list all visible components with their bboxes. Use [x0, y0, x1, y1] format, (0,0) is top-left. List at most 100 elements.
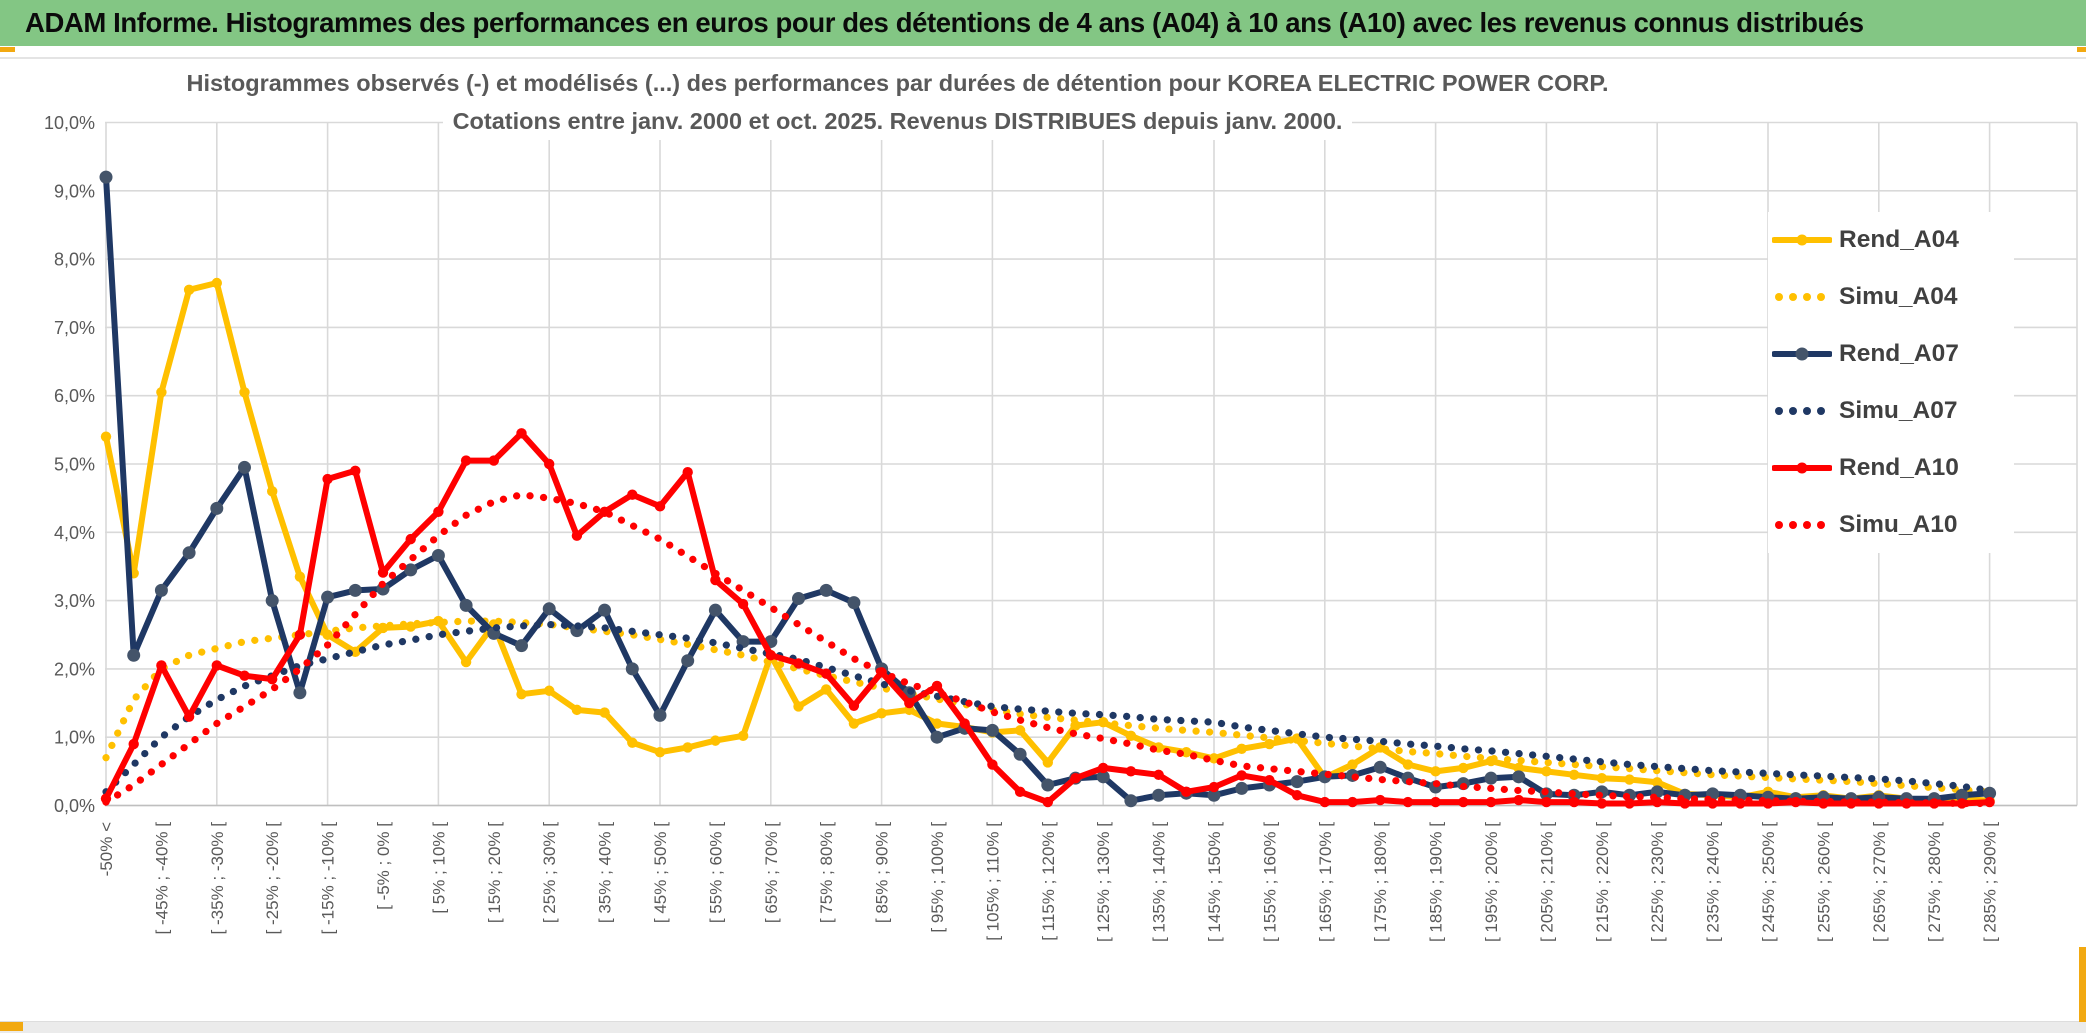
legend-label: Simu_A10 — [1839, 511, 1958, 538]
data-point — [1264, 738, 1275, 750]
x-tick-label: [ 145% ; 150% [ — [1205, 822, 1224, 942]
data-point — [1096, 770, 1110, 784]
data-point — [1984, 796, 1995, 808]
x-tick-label: [ 275% ; 280% [ — [1925, 822, 1944, 942]
series-Rend_A10 — [100, 428, 1995, 809]
data-point — [100, 431, 112, 442]
legend-item-rend-a04: Rend_A04 — [1771, 222, 2010, 258]
x-tick-label: [ -25% ; -20% [ — [263, 822, 282, 935]
data-point — [433, 506, 444, 518]
data-point — [1402, 759, 1414, 770]
data-point — [348, 583, 362, 597]
data-point — [1845, 798, 1857, 809]
y-axis-labels: 0,0% 1,0% 2,0% 3,0% 4,0% 5,0% 6,0% 7,0% 8,0% 9,0%… — [44, 113, 95, 816]
gold-accent-top-right — [2077, 47, 2086, 52]
legend-label: Simu_A07 — [1839, 397, 1958, 424]
data-point — [598, 603, 612, 617]
header-bar: ADAM Informe. Histogrammes des performan… — [0, 0, 2086, 46]
data-point — [128, 738, 139, 750]
legend-line-sample-simu-a10-icon — [1772, 517, 1832, 533]
x-tick-label: [ -45% ; -40% [ — [152, 822, 171, 935]
chart-title: Histogrammes observés (-) et modélisés (… — [105, 64, 1690, 140]
data-point — [1235, 781, 1249, 795]
data-point — [682, 466, 693, 478]
data-point — [931, 680, 943, 692]
data-point — [931, 718, 943, 729]
data-point — [1181, 786, 1192, 798]
header-divider — [0, 57, 2086, 59]
data-point — [1291, 790, 1303, 801]
data-point — [959, 718, 970, 729]
data-point — [154, 583, 168, 597]
legend-line-sample-rend-a10-icon — [1771, 460, 1833, 476]
data-point — [987, 759, 998, 770]
data-point — [1818, 798, 1829, 809]
legend: Rend_A04 Simu_A04 Rend_A07 Simu_A07 Rend… — [1768, 212, 2014, 553]
chart-title-line2: Cotations entre janv. 2000 et oct. 2025.… — [442, 102, 1353, 140]
data-point — [267, 486, 278, 497]
data-point — [847, 596, 861, 610]
chart-title-line1: Histogrammes observés (-) et modélisés (… — [176, 64, 1619, 102]
data-point — [1290, 775, 1304, 789]
data-point — [1624, 798, 1635, 809]
y-tick-label: 9,0% — [54, 181, 95, 201]
gold-accent-top-left — [0, 47, 15, 52]
x-tick-label: [ 155% ; 160% [ — [1260, 822, 1279, 942]
y-tick-label: 10,0% — [44, 113, 95, 133]
data-point — [1568, 769, 1580, 780]
data-point — [321, 590, 335, 604]
data-point — [1790, 796, 1801, 808]
data-point — [1319, 796, 1331, 808]
x-tick-label: [ 265% ; 270% [ — [1870, 822, 1889, 942]
data-point — [625, 662, 639, 676]
data-point — [1484, 771, 1498, 785]
x-tick-label: [ 225% ; 230% [ — [1648, 822, 1667, 942]
data-point — [1541, 796, 1552, 808]
y-tick-label: 2,0% — [54, 659, 95, 679]
data-point — [792, 592, 805, 606]
x-tick-label: [ -5% ; 0% [ — [374, 822, 393, 910]
data-point — [238, 460, 251, 474]
x-tick-label: [ 85% ; 90% [ — [873, 822, 892, 923]
data-point — [1236, 743, 1247, 755]
legend-item-simu-a10: Simu_A10 — [1772, 507, 2010, 543]
x-tick-label: [ 55% ; 60% [ — [706, 822, 725, 923]
y-tick-label: 1,0% — [54, 728, 95, 748]
y-tick-label: 7,0% — [54, 318, 95, 338]
x-tick-label: [ 195% ; 200% [ — [1482, 822, 1501, 942]
legend-line-sample-rend-a04-icon — [1771, 232, 1833, 248]
data-point — [377, 622, 389, 634]
data-point — [821, 668, 832, 679]
legend-label: Rend_A04 — [1839, 226, 1959, 253]
data-point — [156, 660, 167, 671]
legend-line-sample-simu-a07-icon — [1772, 403, 1832, 419]
data-point — [653, 708, 667, 722]
data-point — [1430, 766, 1441, 777]
data-point — [544, 458, 555, 470]
data-point — [182, 546, 196, 560]
data-point — [1152, 788, 1166, 802]
x-tick-label: [ 75% ; 80% [ — [817, 822, 836, 923]
data-point — [127, 648, 141, 662]
data-point — [516, 428, 527, 439]
data-point — [459, 598, 473, 612]
data-point — [265, 594, 279, 608]
x-tick-label: [ 35% ; 40% [ — [596, 822, 615, 923]
data-point — [183, 711, 195, 722]
x-tick-label: [ 25% ; 30% [ — [540, 822, 559, 923]
legend-line-sample-simu-a04-icon — [1772, 289, 1832, 305]
data-point — [627, 737, 638, 748]
x-tick-label: [ 285% ; 290% [ — [1981, 822, 2000, 942]
data-point — [542, 602, 556, 616]
data-point — [1568, 796, 1580, 808]
data-point — [1430, 796, 1441, 808]
data-point — [710, 574, 721, 586]
data-point — [1098, 762, 1109, 774]
x-tick-label: [ 65% ; 70% [ — [762, 822, 781, 923]
x-tick-label: [ 245% ; 250% [ — [1759, 822, 1778, 942]
x-tick-label: [ 125% ; 130% [ — [1094, 822, 1113, 942]
data-point — [515, 639, 528, 653]
x-tick-label: [ -35% ; -30% [ — [208, 822, 227, 935]
data-point — [156, 387, 167, 398]
legend-label: Rend_A10 — [1839, 454, 1959, 481]
